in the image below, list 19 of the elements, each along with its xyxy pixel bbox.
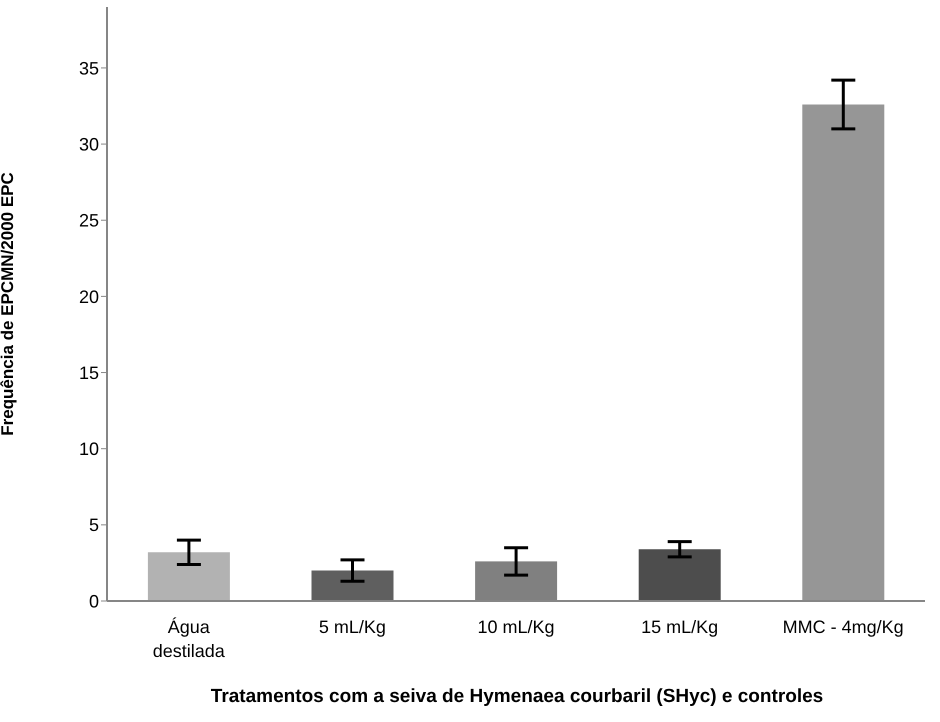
bar [638, 549, 721, 601]
y-tick-label: 15 [78, 362, 99, 383]
x-tick-label: Água destilada [152, 617, 226, 661]
y-tick-label: 5 [88, 515, 99, 536]
y-tick-label: 35 [78, 58, 99, 78]
y-tick-label: 0 [88, 591, 99, 612]
y-tick-label: 30 [78, 134, 99, 154]
y-tick-label: 10 [78, 439, 99, 460]
y-axis-title: Frequência de EPCMN/2000 EPC [0, 172, 18, 436]
x-tick-label: 10 mL/Kg [477, 617, 555, 637]
y-tick-label: 20 [78, 286, 99, 307]
x-tick-label: 15 mL/Kg [641, 617, 718, 637]
x-tick-label: 5 mL/Kg [318, 617, 386, 637]
bar [802, 104, 884, 601]
bar [148, 552, 230, 601]
y-tick-label: 25 [78, 210, 99, 231]
bar [312, 570, 394, 601]
x-axis-title: Tratamentos com a seiva de Hymenaea courbaril (SHyc) e controles [210, 686, 824, 708]
x-tick-label: MMC - 4mg/Kg [782, 617, 904, 637]
